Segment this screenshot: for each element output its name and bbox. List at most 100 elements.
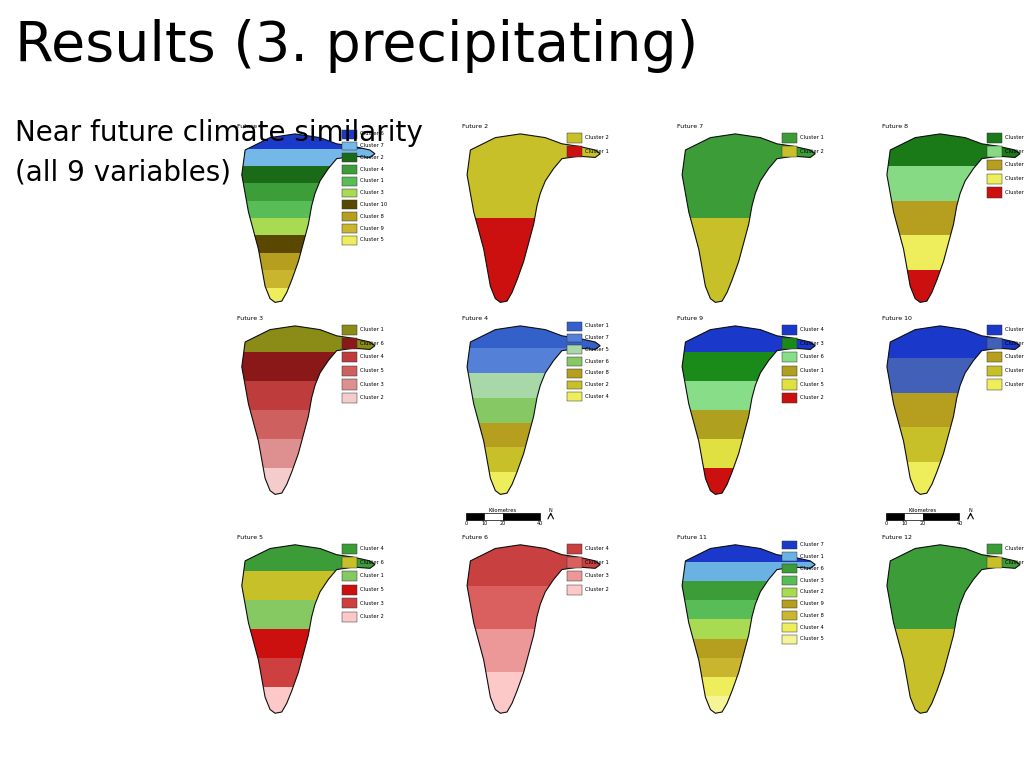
Bar: [782, 552, 797, 561]
Text: Future 1: Future 1: [237, 124, 263, 129]
Bar: [342, 236, 356, 244]
Text: Cluster 6: Cluster 6: [360, 341, 384, 346]
Text: Cluster 3: Cluster 3: [586, 573, 609, 578]
Bar: [567, 571, 582, 581]
Text: (all 9 variables): (all 9 variables): [15, 159, 231, 187]
Polygon shape: [212, 149, 395, 166]
Bar: [342, 165, 356, 174]
Bar: [923, 513, 959, 521]
Text: Cluster 1: Cluster 1: [360, 327, 384, 332]
Text: Cluster 1: Cluster 1: [801, 368, 824, 373]
Bar: [567, 133, 582, 143]
Polygon shape: [467, 326, 600, 495]
Text: Cluster 2: Cluster 2: [801, 149, 824, 154]
Text: Future 12: Future 12: [882, 535, 912, 540]
Polygon shape: [467, 134, 600, 303]
Bar: [782, 147, 797, 157]
Text: Cluster 5: Cluster 5: [586, 347, 609, 352]
Bar: [886, 513, 904, 521]
Text: Cluster 6: Cluster 6: [801, 354, 824, 359]
Polygon shape: [437, 422, 621, 447]
Text: N: N: [549, 508, 553, 514]
Text: Cluster 2: Cluster 2: [801, 396, 824, 400]
Bar: [342, 379, 356, 389]
Polygon shape: [242, 134, 375, 303]
Text: 0: 0: [464, 521, 468, 526]
Bar: [987, 325, 1001, 335]
Polygon shape: [212, 410, 395, 439]
Text: Results (3. precipitating): Results (3. precipitating): [15, 19, 698, 73]
Bar: [567, 322, 582, 330]
Polygon shape: [652, 439, 836, 468]
Text: Cluster 1: Cluster 1: [586, 323, 609, 329]
Polygon shape: [212, 571, 395, 600]
Polygon shape: [437, 323, 621, 348]
Text: 10: 10: [901, 521, 907, 526]
Polygon shape: [212, 166, 395, 184]
Text: Cluster 2: Cluster 2: [1006, 546, 1024, 551]
Text: Cluster 3: Cluster 3: [1006, 382, 1024, 386]
Text: Cluster 2: Cluster 2: [360, 614, 384, 619]
Text: Cluster 1: Cluster 1: [1006, 190, 1024, 194]
Bar: [342, 212, 356, 221]
Polygon shape: [857, 131, 1024, 166]
Bar: [782, 366, 797, 376]
Bar: [342, 177, 356, 186]
Bar: [987, 558, 1001, 568]
Bar: [987, 174, 1001, 184]
Polygon shape: [857, 462, 1024, 497]
Bar: [782, 600, 797, 608]
Bar: [782, 379, 797, 389]
Polygon shape: [652, 381, 836, 410]
Text: Cluster 5: Cluster 5: [801, 382, 824, 386]
Text: Future 10: Future 10: [882, 316, 911, 321]
Polygon shape: [857, 392, 1024, 428]
Text: Cluster 7: Cluster 7: [586, 335, 609, 340]
Text: 0: 0: [884, 521, 888, 526]
Bar: [484, 513, 503, 521]
Bar: [567, 544, 582, 554]
Polygon shape: [857, 200, 1024, 236]
Bar: [567, 346, 582, 354]
Text: Cluster 6: Cluster 6: [801, 566, 824, 571]
Bar: [342, 130, 356, 138]
Text: Cluster 4: Cluster 4: [801, 624, 824, 630]
Polygon shape: [652, 619, 836, 639]
Polygon shape: [887, 545, 1020, 713]
Text: Cluster 1: Cluster 1: [586, 149, 609, 154]
Polygon shape: [652, 131, 836, 218]
Bar: [987, 187, 1001, 197]
Polygon shape: [437, 373, 621, 398]
Bar: [567, 369, 582, 378]
Text: Future 2: Future 2: [462, 124, 488, 129]
Bar: [342, 154, 356, 162]
Bar: [567, 147, 582, 157]
Bar: [987, 544, 1001, 554]
Bar: [342, 200, 356, 209]
Bar: [567, 392, 582, 401]
Text: Cluster 1: Cluster 1: [801, 554, 824, 559]
Bar: [342, 224, 356, 233]
Text: Cluster 5: Cluster 5: [1006, 135, 1024, 140]
Text: Cluster 8: Cluster 8: [586, 370, 609, 376]
Bar: [987, 379, 1001, 389]
Polygon shape: [857, 542, 1024, 629]
Bar: [342, 584, 356, 595]
Bar: [567, 333, 582, 343]
Text: Future 3: Future 3: [237, 316, 263, 321]
Polygon shape: [212, 253, 395, 270]
Bar: [987, 366, 1001, 376]
Polygon shape: [652, 658, 836, 677]
Polygon shape: [652, 677, 836, 697]
Bar: [782, 339, 797, 349]
Polygon shape: [212, 629, 395, 658]
Text: Cluster 10: Cluster 10: [360, 202, 387, 207]
Text: Cluster 1: Cluster 1: [360, 178, 384, 184]
Polygon shape: [652, 410, 836, 439]
Bar: [782, 352, 797, 362]
Text: Future 11: Future 11: [677, 535, 707, 540]
Bar: [342, 393, 356, 403]
Polygon shape: [437, 672, 621, 716]
Bar: [782, 325, 797, 335]
Bar: [987, 133, 1001, 143]
